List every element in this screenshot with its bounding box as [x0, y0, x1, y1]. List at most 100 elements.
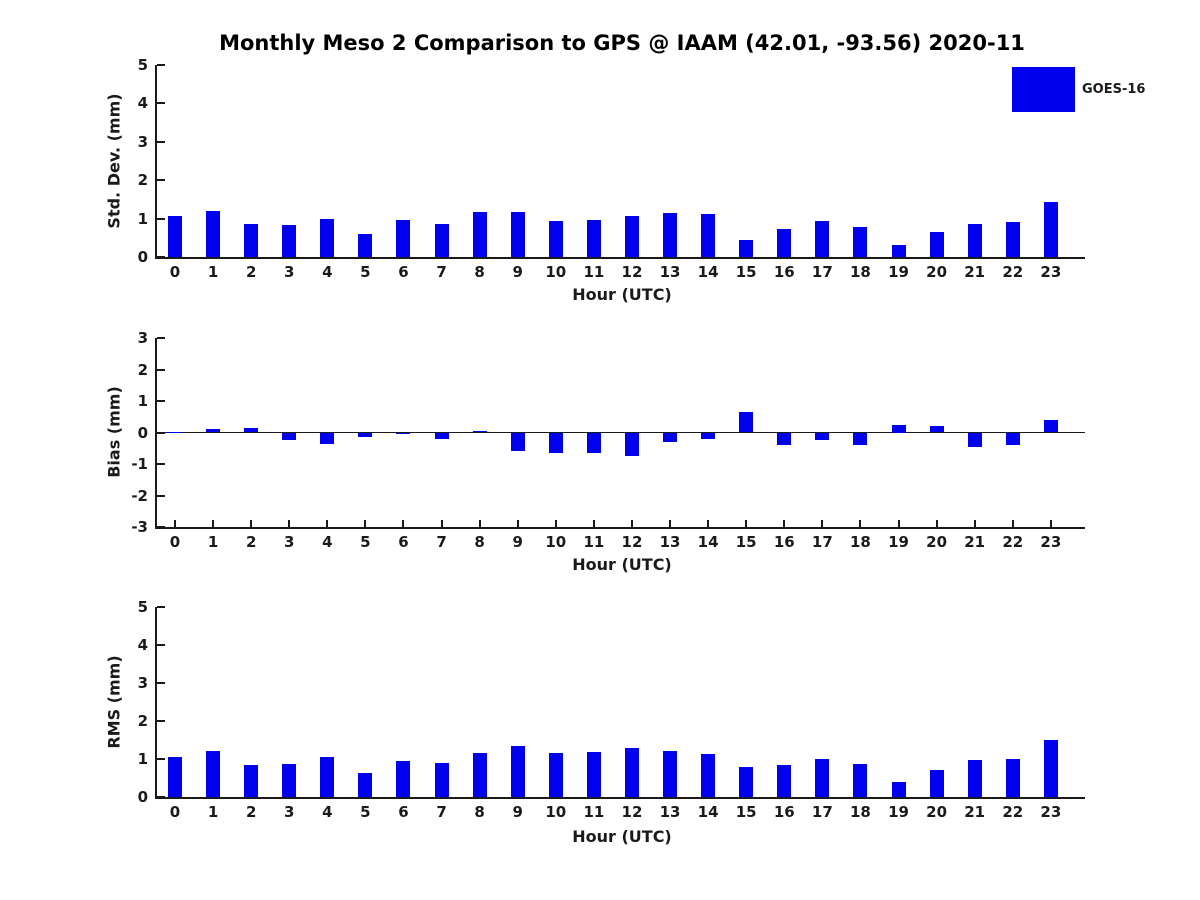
x-tick: [897, 520, 900, 527]
x-tick-label: 8: [474, 803, 485, 821]
x-tick-label: 7: [436, 803, 447, 821]
x-tick-label: 2: [245, 533, 257, 551]
stddev-x-axis-label: Hour (UTC): [572, 285, 672, 304]
x-tick-label: 4: [322, 803, 333, 821]
x-tick-label: 18: [850, 803, 871, 821]
y-axis-spine: [155, 338, 157, 529]
x-tick-label: 4: [322, 263, 333, 281]
x-tick-label: 15: [735, 803, 757, 821]
bar-hour-6: [396, 219, 411, 257]
x-tick-label: 21: [964, 533, 986, 551]
bar-hour-7: [434, 762, 449, 797]
y-tick-label: -3: [131, 518, 148, 536]
x-tick-label: 19: [888, 263, 909, 281]
bar-hour-17: [815, 432, 830, 441]
x-tick: [402, 520, 405, 527]
y-tick-label: 3: [137, 674, 148, 692]
y-tick: [157, 400, 165, 402]
y-tick: [157, 337, 165, 339]
x-tick: [859, 520, 862, 527]
bar-hour-12: [624, 432, 639, 457]
bar-hour-3: [282, 432, 297, 441]
x-tick-label: 16: [773, 803, 795, 821]
bar-hour-21: [967, 432, 982, 447]
x-tick-label: 8: [474, 533, 485, 551]
bar-hour-2: [244, 224, 259, 257]
bar-hour-3: [282, 225, 297, 257]
y-tick: [157, 758, 165, 760]
x-tick-label: 20: [926, 263, 948, 281]
x-tick: [592, 520, 595, 527]
x-tick-label: 5: [360, 533, 371, 551]
x-tick-label: 7: [436, 533, 447, 551]
y-tick-label: 1: [137, 209, 148, 228]
bar-hour-0: [168, 431, 182, 433]
bar-hour-4: [320, 757, 335, 797]
bar-hour-11: [586, 432, 601, 453]
bar-hour-9: [510, 432, 525, 452]
bar-hour-16: [777, 228, 792, 257]
y-tick-label: 2: [137, 712, 148, 730]
bar-hour-9: [510, 746, 525, 797]
bar-hour-13: [663, 212, 678, 257]
x-tick-label: 1: [207, 533, 219, 551]
bar-hour-11: [586, 752, 601, 797]
x-tick-label: 11: [583, 803, 605, 821]
x-tick-label: 14: [697, 803, 719, 821]
x-tick: [478, 520, 481, 527]
x-tick-label: 20: [926, 533, 948, 551]
y-tick: [157, 463, 165, 465]
bar-hour-17: [815, 759, 830, 797]
x-tick-label: 22: [1002, 803, 1024, 821]
x-tick-label: 4: [322, 533, 333, 551]
rms-x-axis-label: Hour (UTC): [572, 827, 672, 846]
legend-goes16-label: GOES-16: [1082, 82, 1146, 97]
x-tick-label: 6: [398, 533, 409, 551]
bar-hour-8: [472, 211, 487, 257]
x-tick-label: 15: [735, 533, 757, 551]
x-tick: [326, 520, 329, 527]
y-tick: [157, 682, 165, 684]
x-tick-label: 14: [697, 533, 719, 551]
bar-hour-0: [168, 757, 182, 797]
x-tick-label: 12: [621, 263, 643, 281]
x-tick-label: 13: [659, 263, 681, 281]
y-tick: [157, 256, 165, 258]
y-axis-spine: [155, 607, 157, 799]
bar-hour-21: [967, 760, 982, 797]
bar-hour-4: [320, 432, 335, 445]
x-tick: [516, 520, 519, 527]
x-tick-label: 0: [169, 533, 181, 551]
bias-x-axis-label: Hour (UTC): [572, 555, 672, 574]
bar-hour-21: [967, 224, 982, 257]
x-tick-label: 17: [811, 803, 833, 821]
bar-hour-6: [396, 432, 411, 434]
x-tick-label: 23: [1040, 533, 1062, 551]
x-tick: [554, 520, 557, 527]
x-tick-label: 9: [512, 263, 523, 281]
x-tick-label: 3: [284, 263, 295, 281]
bar-hour-3: [282, 763, 297, 797]
y-tick-label: -1: [131, 455, 148, 473]
x-tick-label: 9: [512, 533, 523, 551]
bar-hour-15: [739, 239, 754, 257]
bar-hour-15: [739, 412, 754, 433]
x-axis-spine: [155, 257, 1085, 259]
bar-hour-20: [929, 426, 944, 433]
x-tick: [1011, 520, 1014, 527]
x-tick-label: 11: [583, 533, 605, 551]
x-tick-label: 16: [773, 263, 795, 281]
x-tick: [783, 520, 786, 527]
x-axis-spine: [155, 527, 1085, 529]
x-tick: [935, 520, 938, 527]
y-tick: [157, 796, 165, 798]
x-tick: [288, 520, 291, 527]
x-tick-label: 17: [811, 533, 833, 551]
x-tick: [174, 520, 176, 527]
bar-hour-22: [1005, 432, 1020, 446]
bar-hour-18: [853, 226, 868, 257]
y-tick: [157, 606, 165, 608]
bar-hour-19: [891, 781, 906, 797]
